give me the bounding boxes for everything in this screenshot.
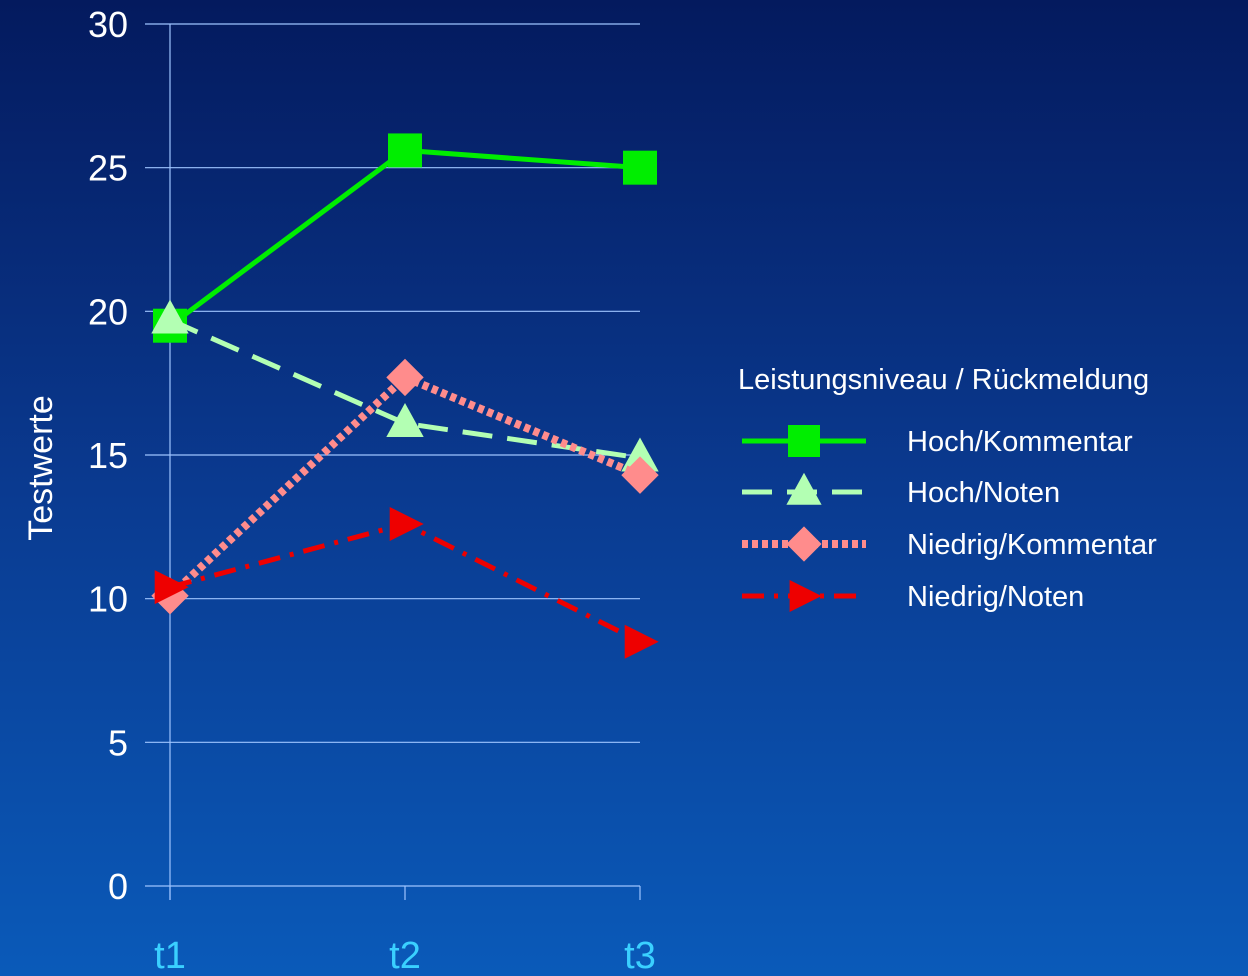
series-line <box>168 147 641 328</box>
y-tick-label: 15 <box>88 435 128 476</box>
y-tick-label: 20 <box>88 291 128 332</box>
y-tick-label: 25 <box>88 148 128 189</box>
data-point-marker <box>621 456 659 494</box>
data-point-marker <box>154 570 189 605</box>
data-point-marker <box>623 150 657 185</box>
legend-item: Niedrig/Kommentar <box>742 526 1157 562</box>
data-point-marker <box>388 133 422 168</box>
data-point-marker <box>621 437 659 472</box>
y-tick-label: 5 <box>108 722 128 763</box>
y-tick-labels: 0 5 10 15 20 25 30 <box>88 4 128 907</box>
x-tick-label: t1 <box>154 935 186 976</box>
legend: Leistungsniveau / Rückmeldung Hoch/Komme… <box>738 364 1157 613</box>
legend-title: Leistungsniveau / Rückmeldung <box>738 364 1149 396</box>
series-line <box>169 521 642 645</box>
data-point-marker <box>386 358 424 397</box>
data-point-marker <box>786 472 822 505</box>
data-point-marker <box>788 425 820 457</box>
legend-item: Hoch/Noten <box>742 472 1060 509</box>
data-point-marker <box>151 299 189 334</box>
series-group <box>151 133 659 659</box>
series-niedrig-kommentar <box>151 358 659 615</box>
y-tick-label: 0 <box>108 866 128 907</box>
axes <box>169 24 641 900</box>
data-point-marker <box>624 624 659 659</box>
legend-label: Hoch/Kommentar <box>907 426 1133 458</box>
y-tick-label: 10 <box>88 579 128 620</box>
legend-label: Hoch/Noten <box>907 477 1060 509</box>
y-axis-label: Testwerte <box>22 395 60 541</box>
data-point-marker <box>786 526 822 562</box>
x-tick-labels: t1 t2 t3 <box>154 935 656 976</box>
grid-lines <box>145 23 640 887</box>
data-point-marker <box>389 506 424 541</box>
legend-item: Hoch/Kommentar <box>742 425 1133 458</box>
data-point-marker <box>789 580 822 612</box>
x-tick-label: t2 <box>389 935 421 976</box>
legend-item: Niedrig/Noten <box>742 580 1084 613</box>
series-niedrig-noten <box>154 506 659 659</box>
legend-label: Niedrig/Kommentar <box>907 529 1157 561</box>
y-tick-label: 30 <box>88 4 128 45</box>
data-point-marker <box>386 402 424 437</box>
legend-label: Niedrig/Noten <box>907 581 1084 613</box>
x-tick-label: t3 <box>624 935 656 976</box>
